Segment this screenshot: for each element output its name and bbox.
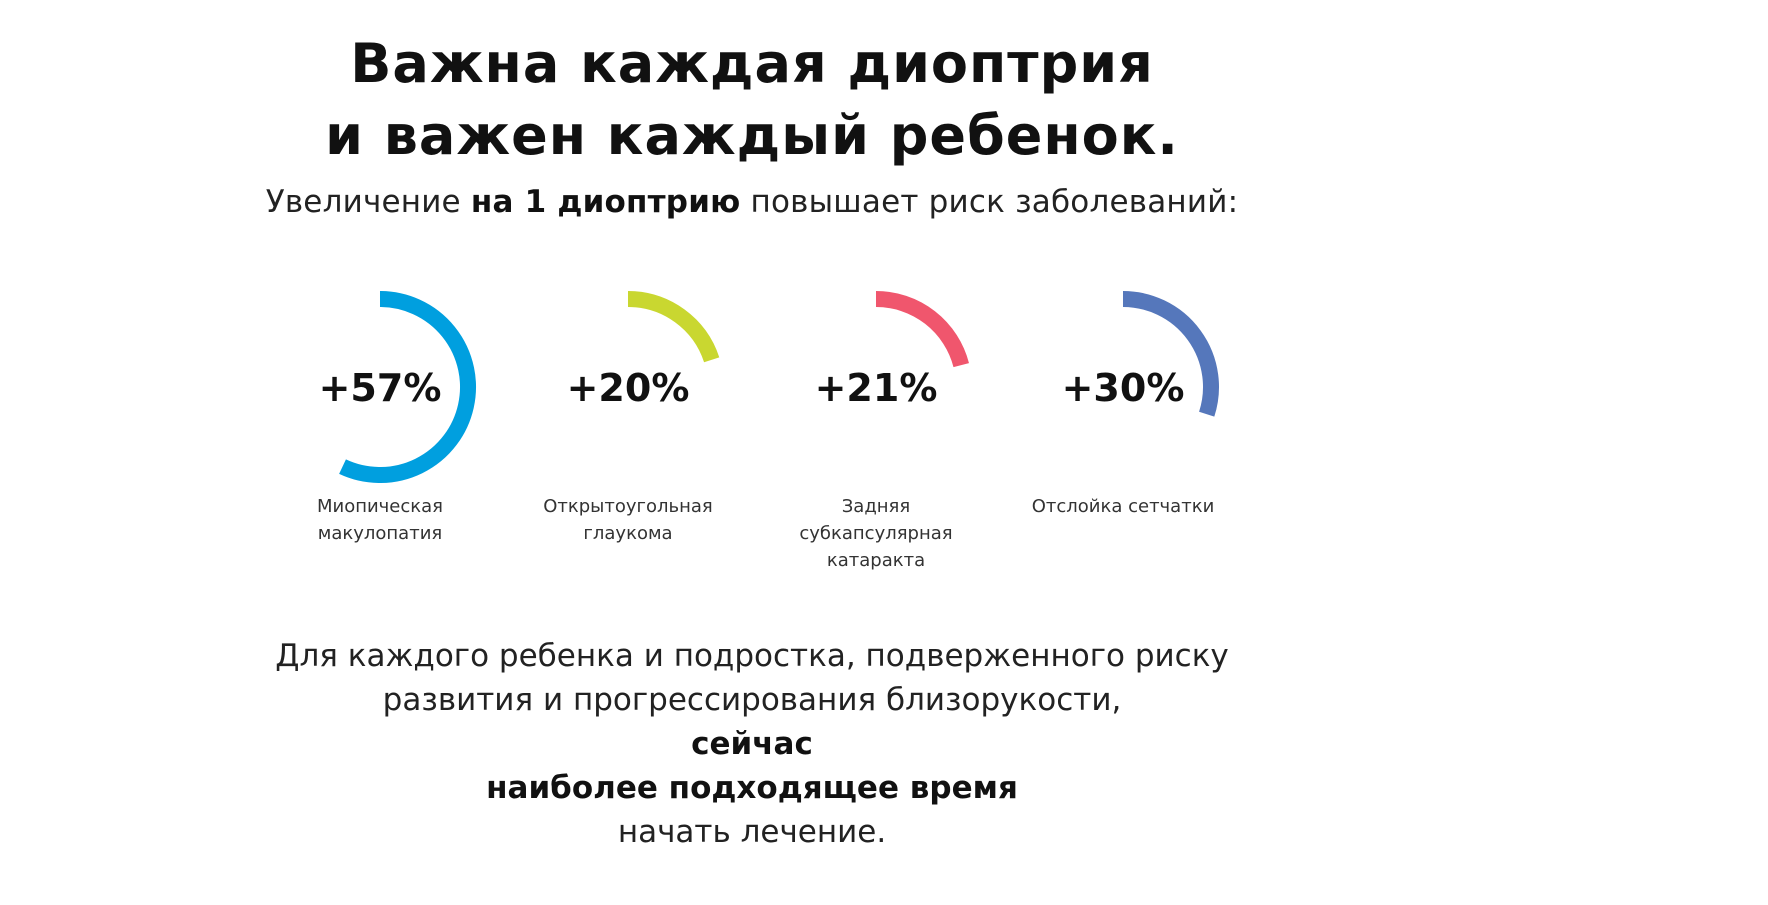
disease-label: Отслойка сетчатки <box>1031 496 1215 517</box>
treatment-note-line-1: Для каждого ребенка и подростка, подверж… <box>275 638 1229 674</box>
disease-label: Открытоугольная глаукома <box>543 496 713 544</box>
arc-gauge <box>1122 291 1219 417</box>
risk-arc <box>875 291 969 368</box>
stat-retinal-detachment: +30% Отслойка сетчатки <box>993 290 1253 590</box>
stat-posterior-subcapsular-cataract: +21% Задняя субкапсулярная катаракта <box>746 290 1006 590</box>
risk-value: +21% <box>814 366 938 410</box>
risk-intro-emphasis: на 1 диоптрию <box>470 184 741 220</box>
headline-line-1: Важна каждая диоптрия <box>350 32 1154 95</box>
page-headline: Важна каждая диоптрия и важен каждый реб… <box>0 28 1504 172</box>
risk-intro-suffix: повышает риск заболеваний: <box>740 184 1239 220</box>
risk-arc <box>627 291 720 363</box>
stat-myopic-maculopathy: +57% Миопическая макулопатия <box>250 290 510 590</box>
stat-open-angle-glaucoma: +20% Открытоугольная глаукома <box>498 290 758 590</box>
risk-arc <box>339 291 477 483</box>
arc-gauge <box>339 291 477 483</box>
treatment-note: Для каждого ребенка и подростка, подверж… <box>0 634 1504 854</box>
risk-arc <box>1122 291 1219 417</box>
treatment-note-line-2-text: развития и прогрессирования близорукости… <box>382 682 1122 718</box>
disease-label: Миопическая макулопатия <box>316 496 444 544</box>
headline-line-2: и важен каждый ребенок. <box>325 104 1179 167</box>
treatment-note-emphasis-best-time: наиболее подходящее время <box>486 770 1018 806</box>
arc-gauge <box>875 291 969 368</box>
disease-label: Задняя субкапсулярная катаракта <box>799 496 953 571</box>
risk-intro-prefix: Увеличение <box>265 184 471 220</box>
treatment-note-emphasis-now: сейчас <box>691 726 813 762</box>
risk-value: +30% <box>1061 366 1185 410</box>
arc-gauge <box>627 291 720 363</box>
risk-value: +20% <box>566 366 690 410</box>
risk-value: +57% <box>318 366 442 410</box>
treatment-note-line-2: развития и прогрессирования близорукости… <box>0 678 1504 766</box>
risk-intro: Увеличение на 1 диоптрию повышает риск з… <box>0 180 1504 224</box>
treatment-note-line-3-text: начать лечение. <box>617 814 887 850</box>
treatment-note-line-3: наиболее подходящее время начать лечение… <box>0 766 1504 854</box>
